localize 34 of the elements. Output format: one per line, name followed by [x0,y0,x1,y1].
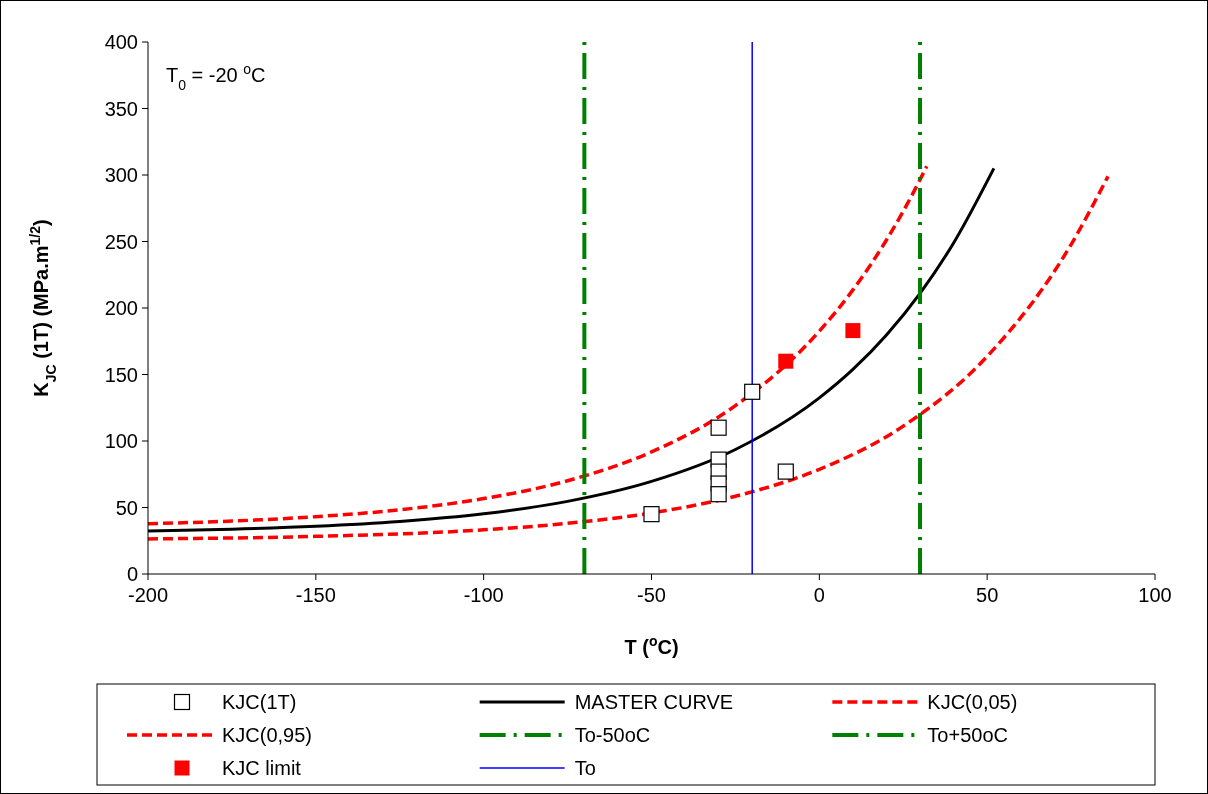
y-tick-label: 150 [104,363,138,386]
point [777,463,794,480]
legend-label: KJC limit [222,757,302,779]
x-tick-label: -100 [463,584,504,606]
legend-label: MASTER CURVE [574,691,734,713]
y-tick-label: 250 [104,230,138,253]
y-tick-label: 200 [104,297,138,319]
x-tick-label: -200 [127,584,169,606]
legend-label: KJC(1T) [222,691,297,713]
point [643,506,660,523]
legend-label: To-50oC [574,724,651,746]
legend-label: KJC(0,95) [222,724,313,746]
line-series [146,174,1110,541]
x-tick-label: 100 [1138,584,1172,606]
y-tick-label: 50 [115,496,138,519]
legend-label: To+50oC [927,724,1008,746]
legend-label: To [574,757,596,779]
point [778,353,794,369]
x-tick-label: 0 [813,584,825,606]
x-tick-label: -50 [637,584,666,606]
point [710,486,727,503]
point [744,383,761,400]
point [710,419,727,436]
y-tick-label: 400 [104,31,138,53]
y-tick-label: 0 [126,563,138,585]
annotation: T$_{0}$ = -20 $^{o}$C [166,61,266,93]
x-tick-label: 50 [976,584,999,606]
x-axis-title: T ($^{o}$C) [624,633,679,658]
y-tick-label: 300 [104,164,138,186]
y-tick-label: 350 [104,97,138,120]
y-tick-label: 100 [104,430,138,452]
legend-label: KJC(0,05) [927,691,1018,713]
x-tick-label: -150 [295,584,336,606]
point [845,323,861,339]
